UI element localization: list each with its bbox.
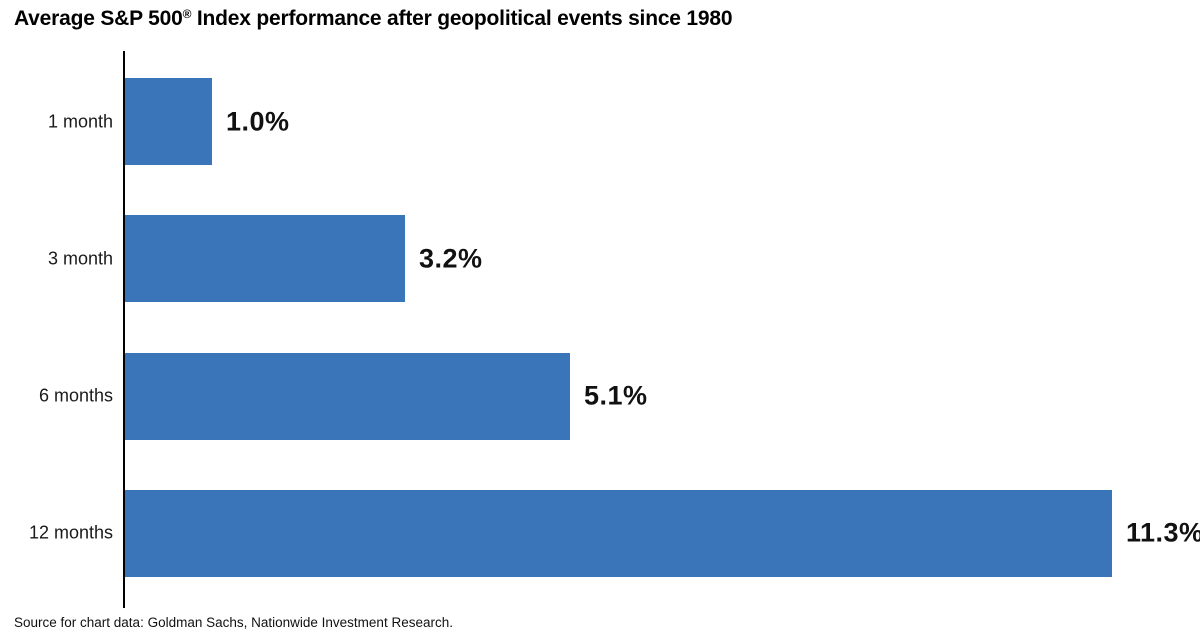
bar-6-months bbox=[125, 352, 570, 440]
bar-3-month bbox=[125, 215, 405, 303]
value-label: 11.3% bbox=[1126, 517, 1200, 548]
chart-title-post: Index performance after geopolitical eve… bbox=[191, 7, 733, 30]
chart-title: Average S&P 500® Index performance after… bbox=[14, 7, 733, 31]
category-label: 3 month bbox=[47, 248, 113, 269]
category-axis-labels: 1 month 3 month 6 months 12 months bbox=[0, 51, 113, 608]
bar-12-months bbox=[125, 489, 1112, 577]
chart-title-pre: Average S&P 500 bbox=[14, 7, 183, 30]
category-label: 1 month bbox=[47, 111, 113, 131]
value-label: 5.1% bbox=[584, 380, 648, 411]
value-label: 3.2% bbox=[419, 243, 483, 274]
bar-1-month bbox=[125, 78, 212, 165]
category-label: 6 months bbox=[38, 385, 113, 406]
source-note: Source for chart data: Goldman Sachs, Na… bbox=[14, 615, 453, 630]
plot-area: 1.0% 3.2% 5.1% 11.3% bbox=[123, 51, 1200, 608]
category-label: 12 months bbox=[28, 522, 113, 543]
value-label: 1.0% bbox=[226, 106, 290, 136]
registered-trademark-symbol: ® bbox=[182, 7, 192, 21]
